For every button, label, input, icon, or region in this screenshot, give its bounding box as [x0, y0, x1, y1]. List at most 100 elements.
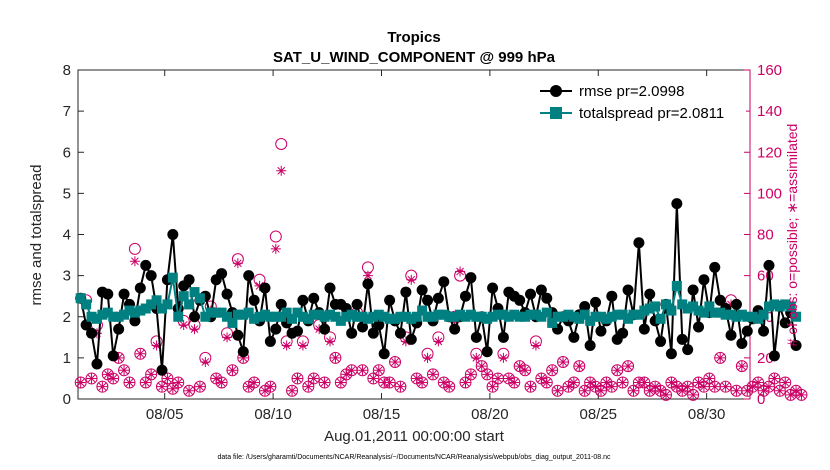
chart-title: Tropics — [387, 29, 440, 46]
assimilated-obs-point — [796, 389, 807, 400]
totalspread-point — [503, 311, 514, 322]
possible-obs-point — [546, 364, 559, 377]
assimilated-obs-point — [108, 373, 119, 384]
totalspread-point — [617, 309, 628, 320]
assimilated-obs-point — [460, 377, 471, 388]
rmse-point — [237, 346, 249, 358]
rmse-point — [324, 282, 336, 294]
possible-obs-point — [134, 347, 147, 360]
assimilated-obs-point — [639, 377, 650, 388]
rmse-point — [465, 272, 477, 284]
assimilated-obs-point — [249, 377, 260, 388]
totalspread-point — [547, 317, 558, 328]
assimilated-obs-point — [265, 381, 276, 392]
possible-obs-point — [459, 376, 472, 389]
totalspread-point — [688, 301, 699, 312]
assimilated-obs-point — [455, 266, 466, 277]
assimilated-obs-point — [465, 369, 476, 380]
assimilated-obs-point — [677, 385, 688, 396]
possible-obs-point — [622, 360, 635, 373]
totalspread-point — [265, 311, 276, 322]
y-tick-label: 2 — [63, 309, 71, 326]
totalspread-point — [129, 307, 140, 318]
assimilated-obs-point — [97, 381, 108, 392]
possible-obs-point — [145, 368, 158, 381]
rmse-point — [487, 282, 499, 294]
rmse-point — [297, 294, 309, 306]
totalspread-point — [698, 307, 709, 318]
assimilated-obs-point — [146, 369, 157, 380]
rmse-point — [259, 282, 271, 294]
totalspread-point — [373, 309, 384, 320]
assimilated-obs-point — [422, 352, 433, 363]
rmse-point — [541, 292, 553, 304]
assimilated-obs-point — [379, 377, 390, 388]
possible-obs-point — [573, 360, 586, 373]
totalspread-point — [400, 311, 411, 322]
rmse-point — [682, 344, 694, 356]
assimilated-obs-point — [606, 381, 617, 392]
assimilated-obs-point — [514, 361, 525, 372]
totalspread-point — [335, 315, 346, 326]
assimilated-obs-point — [259, 385, 270, 396]
possible-obs-point — [96, 380, 109, 393]
rmse-point — [384, 294, 396, 306]
rmse-point — [568, 331, 580, 343]
assimilated-obs-point — [222, 332, 233, 343]
rmse-point — [367, 327, 379, 339]
totalspread-point — [362, 313, 373, 324]
assimilated-obs-point — [509, 377, 520, 388]
totalspread-point — [173, 311, 184, 322]
y-axis-left: 0 1 2 3 4 5 6 7 8 — [63, 62, 84, 408]
rmse-point — [145, 270, 157, 282]
possible-obs-point — [779, 376, 792, 389]
totalspread-point — [178, 291, 189, 302]
assimilated-obs-point — [167, 383, 178, 394]
assimilated-obs-point — [75, 377, 86, 388]
totalspread-point — [194, 293, 205, 304]
assimilated-obs-point — [368, 373, 379, 384]
totalspread-point — [558, 311, 569, 322]
totalspread-point — [368, 311, 379, 322]
totalspread-point — [476, 311, 487, 322]
totalspread-point — [427, 311, 438, 322]
rmse-point — [357, 321, 369, 333]
rmse-point — [525, 288, 537, 300]
rmse-point — [107, 350, 119, 362]
totalspread-point — [633, 309, 644, 320]
assimilated-obs-point — [568, 377, 579, 388]
totalspread-point — [736, 309, 747, 320]
rmse-point — [422, 294, 434, 306]
possible-obs-point — [118, 364, 131, 377]
footer-data-file: data file: /Users/gharamti/Documents/NCA… — [217, 454, 611, 461]
totalspread-point — [216, 307, 227, 318]
assimilated-obs-point — [585, 377, 596, 388]
assimilated-obs-point — [200, 356, 211, 367]
rmse-point — [633, 237, 645, 249]
possible-obs-point — [735, 360, 748, 373]
totalspread-point — [650, 301, 661, 312]
totalspread-point — [487, 311, 498, 322]
rmse-point — [291, 325, 303, 337]
assimilated-obs-point — [487, 381, 498, 392]
assimilated-obs-point — [731, 385, 742, 396]
totalspread-point — [585, 315, 596, 326]
totalspread-point — [319, 311, 330, 322]
totalspread-point — [406, 313, 417, 324]
rmse-point — [351, 298, 363, 310]
rmse-point — [248, 294, 260, 306]
rmse-point — [86, 327, 98, 339]
rmse-point — [638, 323, 650, 335]
totalspread-point — [205, 307, 216, 318]
assimilated-obs-point — [281, 340, 292, 351]
totalspread-point — [281, 307, 292, 318]
totalspread-point — [747, 311, 758, 322]
y-right-tick-label: 80 — [757, 227, 774, 244]
rmse-point — [264, 335, 276, 347]
assimilated-obs-point — [216, 377, 227, 388]
totalspread-point — [460, 311, 471, 322]
legend-marker-totalspread — [550, 107, 562, 119]
rmse-point — [779, 317, 791, 329]
assimilated-obs-point — [140, 377, 151, 388]
y-tick-label: 4 — [63, 227, 71, 244]
